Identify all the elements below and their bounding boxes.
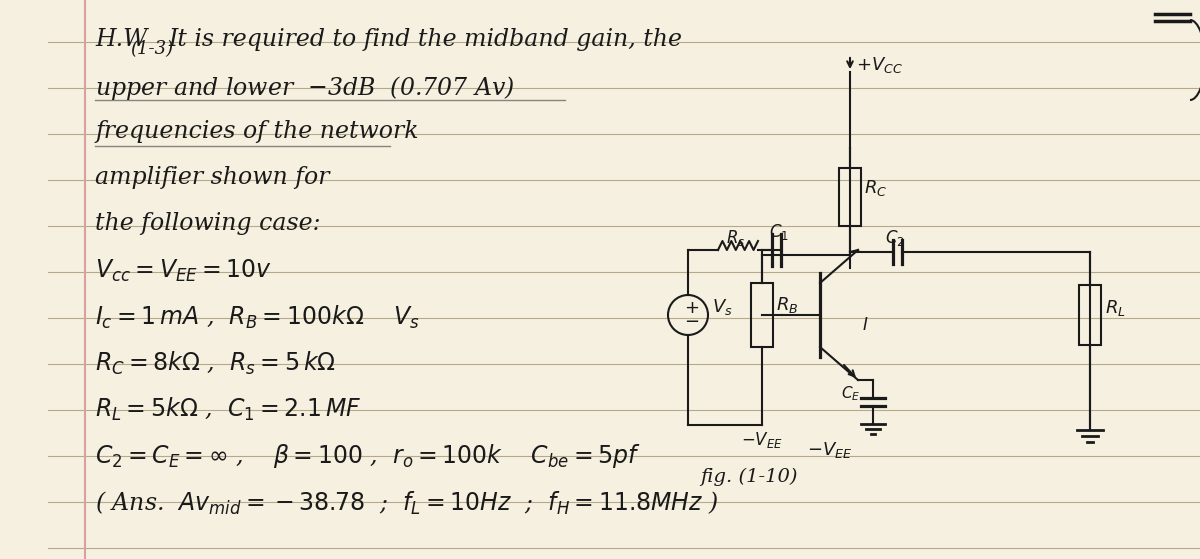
Text: amplifier shown for: amplifier shown for [95, 166, 330, 189]
Text: $-V_{EE}$: $-V_{EE}$ [808, 440, 853, 460]
Text: $V_{cc} = V_{EE} = 10v$: $V_{cc} = V_{EE} = 10v$ [95, 258, 272, 284]
Text: It is required to find the midband gain, the: It is required to find the midband gain,… [168, 28, 682, 51]
Text: frequencies of the network: frequencies of the network [95, 120, 419, 143]
Text: $R_C$: $R_C$ [864, 178, 887, 198]
Text: +: + [684, 299, 698, 317]
Text: $R_C = 8k\Omega$ ,  $R_s = 5\,k\Omega$: $R_C = 8k\Omega$ , $R_s = 5\,k\Omega$ [95, 350, 336, 377]
Text: $C_E$: $C_E$ [841, 385, 860, 404]
Text: $R_s$: $R_s$ [726, 228, 745, 248]
Text: ( Ans.  $Av_{mid} = -38.78$  ;  $f_L = 10Hz$  ;  $f_H = 11.8MHz$ ): ( Ans. $Av_{mid} = -38.78$ ; $f_L = 10Hz… [95, 490, 719, 517]
Text: $+V_{CC}$: $+V_{CC}$ [856, 55, 902, 75]
Text: $R_B$: $R_B$ [776, 295, 798, 315]
Text: fig. (1-10): fig. (1-10) [700, 468, 798, 486]
Text: upper and lower  $-$3dB  (0.707 Av): upper and lower $-$3dB (0.707 Av) [95, 74, 515, 102]
Text: the following case:: the following case: [95, 212, 320, 235]
Text: $C_2$: $C_2$ [886, 228, 905, 248]
Text: (1-3): (1-3) [130, 40, 173, 58]
Text: $R_L$: $R_L$ [1105, 298, 1126, 318]
Text: $C_2 = C_E = \infty$ ,    $\beta = 100$ ,  $r_o = 100k$    $C_{be} = 5pf$: $C_2 = C_E = \infty$ , $\beta = 100$ , $… [95, 442, 641, 470]
Text: $V_s$: $V_s$ [712, 297, 733, 317]
Text: $I_c = 1\,mA$ ,  $R_B = 100k\Omega$    $V_s$: $I_c = 1\,mA$ , $R_B = 100k\Omega$ $V_s$ [95, 304, 420, 331]
Text: H.W: H.W [95, 28, 148, 51]
Text: $I$: $I$ [862, 316, 869, 334]
Text: $-V_{EE}$: $-V_{EE}$ [742, 430, 782, 450]
Text: $C_1$: $C_1$ [769, 222, 788, 242]
Text: $-$: $-$ [684, 311, 700, 329]
Text: $R_L = 5k\Omega$ ,  $C_1 = 2.1\,MF$: $R_L = 5k\Omega$ , $C_1 = 2.1\,MF$ [95, 396, 361, 423]
